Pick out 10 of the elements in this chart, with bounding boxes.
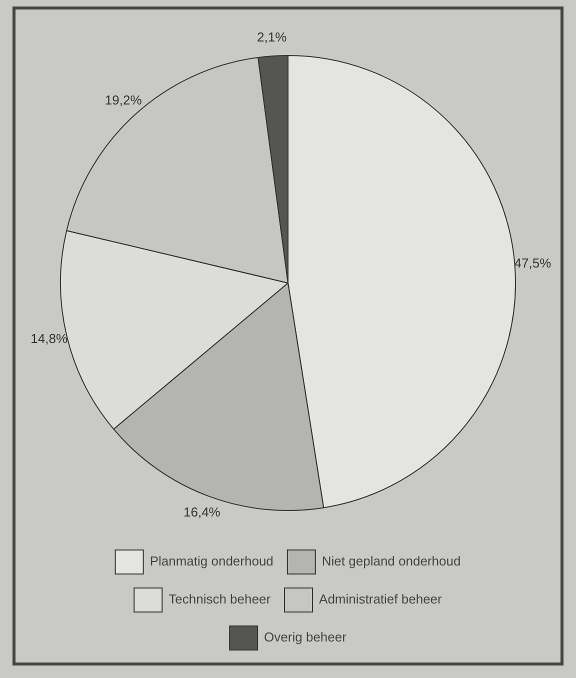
data-label: 2,1%: [256, 30, 288, 45]
data-label: 16,4%: [184, 504, 221, 520]
legend-label: Niet gepland onderhoud: [322, 554, 461, 569]
legend-label: Planmatig onderhoud: [150, 554, 274, 569]
legend-label: Overig beheer: [264, 630, 348, 645]
data-label: 14,8%: [30, 331, 68, 346]
legend-label: Technisch beheer: [168, 592, 272, 607]
data-label: 19,2%: [104, 92, 142, 108]
legend-label: Administratief beheer: [319, 592, 443, 607]
data-label: 47,5%: [514, 255, 552, 270]
